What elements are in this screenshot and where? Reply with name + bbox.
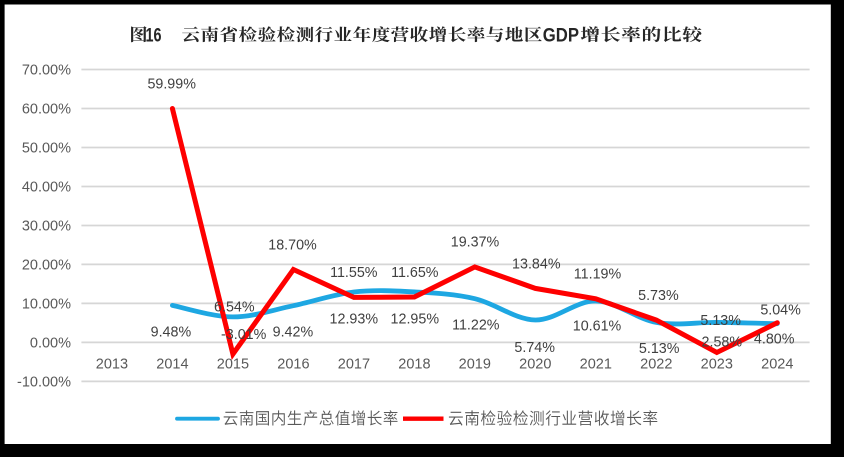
- svg-text:2019: 2019: [459, 356, 491, 372]
- svg-text:70.00%: 70.00%: [22, 63, 71, 79]
- svg-text:18.70%: 18.70%: [268, 237, 317, 253]
- svg-text:2021: 2021: [580, 356, 612, 372]
- svg-text:20.00%: 20.00%: [22, 258, 71, 274]
- svg-text:0.00%: 0.00%: [30, 336, 71, 352]
- svg-text:12.93%: 12.93%: [330, 312, 379, 328]
- svg-text:60.00%: 60.00%: [22, 102, 71, 118]
- svg-text:11.65%: 11.65%: [391, 265, 439, 281]
- svg-text:19.37%: 19.37%: [451, 234, 500, 250]
- svg-text:30.00%: 30.00%: [22, 219, 71, 235]
- svg-text:59.99%: 59.99%: [147, 76, 196, 92]
- svg-text:5.04%: 5.04%: [760, 303, 801, 319]
- svg-text:11.55%: 11.55%: [330, 265, 378, 281]
- svg-text:2024: 2024: [761, 356, 793, 372]
- svg-text:GDP: GDP: [543, 26, 579, 47]
- svg-text:2013: 2013: [96, 356, 128, 372]
- svg-text:40.00%: 40.00%: [22, 180, 71, 196]
- svg-text:2.58%: 2.58%: [702, 334, 743, 350]
- svg-text:5.13%: 5.13%: [700, 313, 741, 329]
- svg-text:12.95%: 12.95%: [391, 312, 440, 328]
- svg-text:10.00%: 10.00%: [22, 297, 71, 313]
- svg-text:9.42%: 9.42%: [273, 325, 314, 341]
- svg-text:2014: 2014: [156, 356, 188, 372]
- svg-text:2017: 2017: [338, 356, 370, 372]
- svg-text:9.48%: 9.48%: [151, 325, 192, 341]
- svg-text:2015: 2015: [217, 356, 249, 372]
- svg-text:-3.01%: -3.01%: [221, 327, 267, 343]
- svg-text:5.74%: 5.74%: [514, 340, 555, 356]
- svg-text:2023: 2023: [701, 356, 733, 372]
- svg-text:-10.00%: -10.00%: [17, 375, 71, 391]
- svg-text:2020: 2020: [519, 356, 551, 372]
- svg-text:2016: 2016: [277, 356, 309, 372]
- svg-text:16: 16: [146, 26, 162, 47]
- svg-text:6.54%: 6.54%: [214, 300, 255, 316]
- svg-text:11.19%: 11.19%: [574, 267, 622, 283]
- svg-text:10.61%: 10.61%: [573, 318, 622, 334]
- svg-text:2018: 2018: [398, 356, 430, 372]
- svg-text:2022: 2022: [640, 356, 672, 372]
- svg-text:13.84%: 13.84%: [512, 256, 561, 272]
- svg-text:4.80%: 4.80%: [754, 332, 795, 348]
- svg-text:50.00%: 50.00%: [22, 141, 71, 157]
- svg-text:11.22%: 11.22%: [452, 317, 500, 333]
- svg-text:5.13%: 5.13%: [639, 341, 680, 357]
- svg-text:5.73%: 5.73%: [638, 288, 679, 304]
